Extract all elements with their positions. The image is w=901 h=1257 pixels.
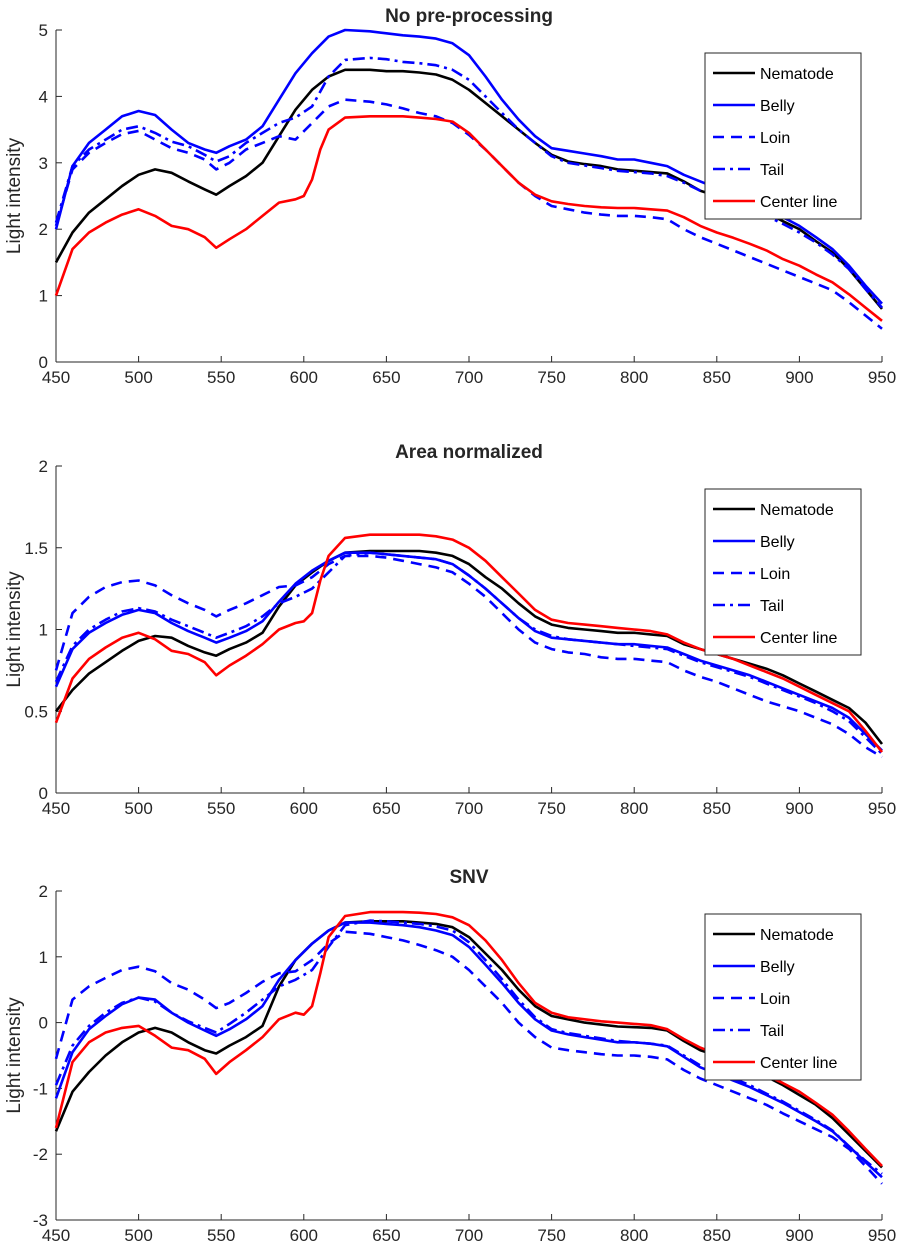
y-tick-label: 2 <box>39 220 48 239</box>
x-tick-label: 850 <box>703 799 731 818</box>
y-tick-label: 1 <box>39 621 48 640</box>
series-line-loin <box>54 930 883 1185</box>
y-tick-label: 0 <box>39 353 48 372</box>
legend-label-belly: Belly <box>760 98 795 115</box>
series-line-loin <box>54 554 883 759</box>
y-tick-label: 0 <box>39 1014 48 1033</box>
legend-label-belly: Belly <box>760 959 795 976</box>
legend-label-tail: Tail <box>760 162 784 179</box>
y-tick-label: 2 <box>39 457 48 476</box>
x-tick-label: 450 <box>42 368 70 387</box>
x-tick-label: 900 <box>785 1226 813 1245</box>
series-line-loin <box>54 98 883 330</box>
legend-label-nematode: Nematode <box>760 66 834 83</box>
x-tick-label: 800 <box>620 1226 648 1245</box>
x-tick-label: 950 <box>868 1226 896 1245</box>
series-line-belly <box>54 921 883 1179</box>
legend: Nematode Belly Loin Tail Center line <box>704 913 862 1081</box>
legend-label-loin: Loin <box>760 130 790 147</box>
y-tick-label: 1.5 <box>24 539 48 558</box>
legend-label-nematode: Nematode <box>760 502 834 519</box>
legend-label-center-line: Center line <box>760 1055 837 1072</box>
x-tick-label: 950 <box>868 368 896 387</box>
y-tick-label: 1 <box>39 287 48 306</box>
x-tick-label: 500 <box>124 1226 152 1245</box>
x-tick-label: 700 <box>455 799 483 818</box>
x-tick-label: 600 <box>290 799 318 818</box>
chart-title: SNV <box>449 867 488 888</box>
x-tick-label: 800 <box>620 799 648 818</box>
x-tick-label: 750 <box>537 368 565 387</box>
x-tick-label: 450 <box>42 799 70 818</box>
x-tick-label: 600 <box>290 1226 318 1245</box>
x-tick-label: 950 <box>868 799 896 818</box>
x-tick-label: 600 <box>290 368 318 387</box>
x-tick-label: 650 <box>372 799 400 818</box>
legend-label-belly: Belly <box>760 534 795 551</box>
y-axis-label: Light intensity <box>4 997 25 1114</box>
series-line-center-line <box>54 115 883 322</box>
legend: Nematode Belly Loin Tail Center line <box>704 488 862 656</box>
chart-title: No pre-processing <box>385 6 553 27</box>
legend-label-tail: Tail <box>760 598 784 615</box>
y-tick-label: 3 <box>39 154 48 173</box>
x-tick-label: 750 <box>537 799 565 818</box>
legend-label-tail: Tail <box>760 1023 784 1040</box>
y-tick-label: 5 <box>39 21 48 40</box>
y-tick-label: -2 <box>33 1145 48 1164</box>
panel-snv: SNV Light intensity 450 500 550 600 650 700 750 8… <box>4 867 896 1245</box>
y-tick-label: -3 <box>33 1211 48 1230</box>
y-axis-label: Light intensity <box>4 571 25 688</box>
legend-label-nematode: Nematode <box>760 927 834 944</box>
x-tick-label: 500 <box>124 799 152 818</box>
legend-label-loin: Loin <box>760 566 790 583</box>
x-tick-label: 450 <box>42 1226 70 1245</box>
y-tick-label: -1 <box>33 1079 48 1098</box>
panel-area-normalized: Area normalized Light intensity 450 500 550 6… <box>4 442 896 818</box>
x-tick-label: 550 <box>207 368 235 387</box>
y-axis-label: Light intensity <box>4 137 25 254</box>
x-tick-label: 550 <box>207 1226 235 1245</box>
y-tick-label: 0.5 <box>24 702 48 721</box>
x-tick-label: 900 <box>785 799 813 818</box>
legend-label-center-line: Center line <box>760 194 837 211</box>
x-tick-label: 700 <box>455 1226 483 1245</box>
x-tick-label: 700 <box>455 368 483 387</box>
y-tick-label: 0 <box>39 784 48 803</box>
x-tick-label: 550 <box>207 799 235 818</box>
legend-label-center-line: Center line <box>760 630 837 647</box>
chart-title: Area normalized <box>395 442 543 463</box>
y-tick-label: 4 <box>39 87 48 106</box>
x-tick-label: 500 <box>124 368 152 387</box>
x-tick-label: 850 <box>703 368 731 387</box>
legend-label-loin: Loin <box>760 991 790 1008</box>
series-line-tail <box>54 919 883 1175</box>
series-line-center-line <box>54 533 884 753</box>
y-tick-label: 1 <box>39 948 48 967</box>
x-tick-label: 900 <box>785 368 813 387</box>
x-tick-label: 750 <box>537 1226 565 1245</box>
series-line-tail <box>54 551 883 755</box>
legend: Nematode Belly Loin Tail Center line <box>704 52 862 220</box>
x-tick-label: 800 <box>620 368 648 387</box>
x-tick-label: 650 <box>372 1226 400 1245</box>
x-tick-label: 650 <box>372 368 400 387</box>
x-tick-label: 850 <box>703 1226 731 1245</box>
y-tick-label: 2 <box>39 882 48 901</box>
